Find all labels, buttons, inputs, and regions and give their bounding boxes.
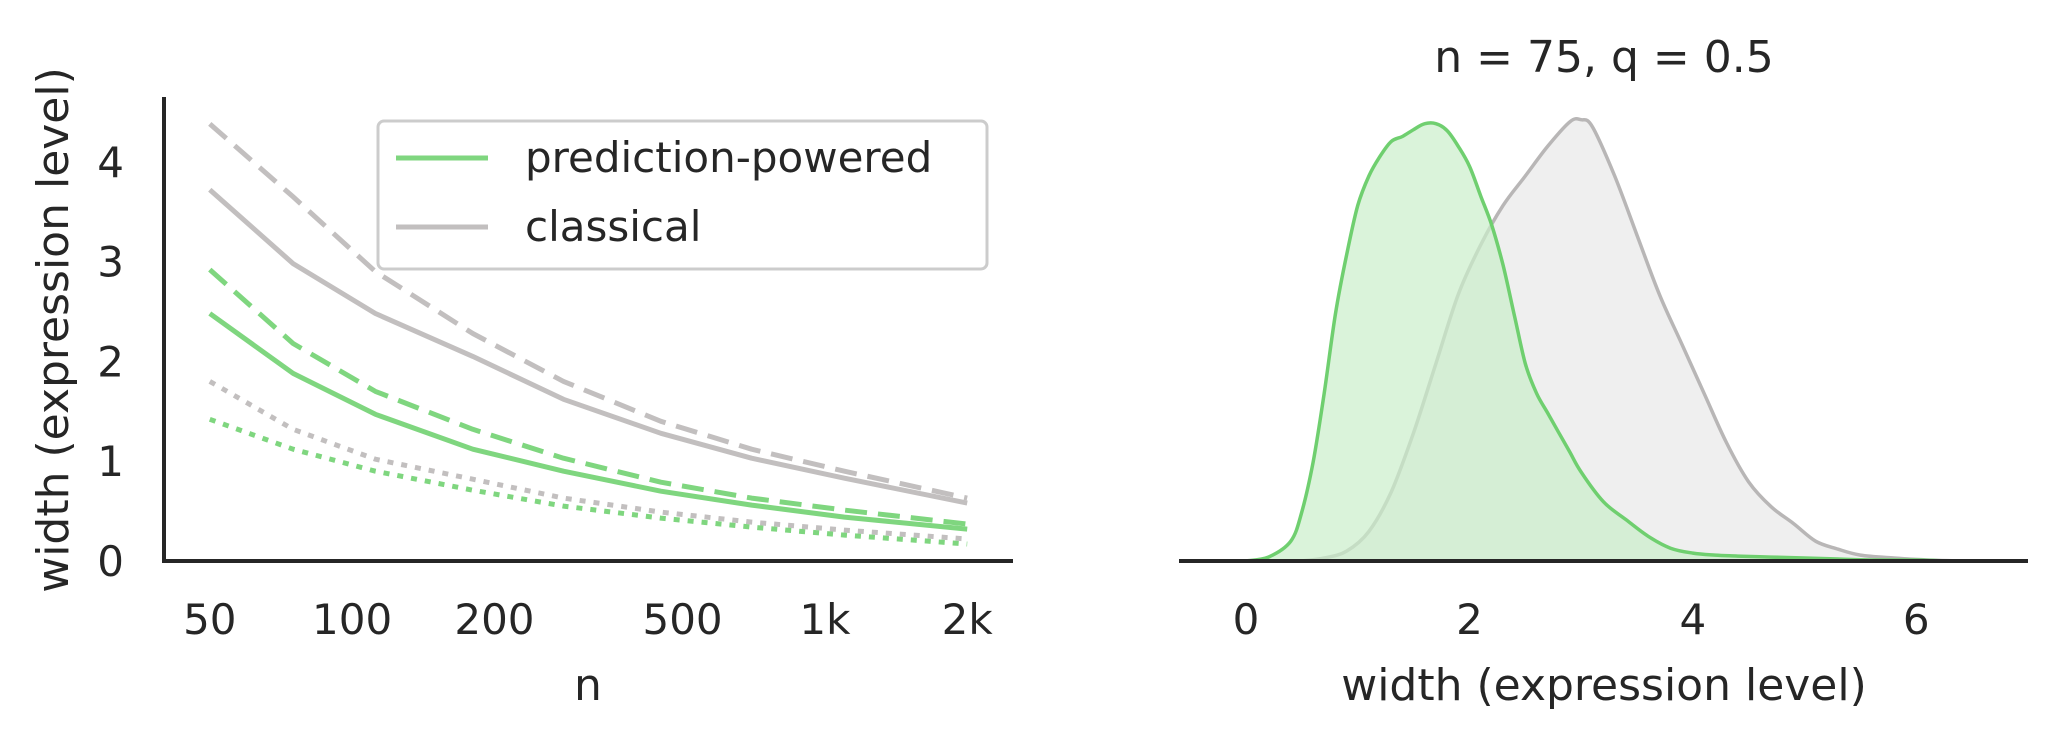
left-y-tick-labels: 0 1 2 3 4 bbox=[97, 138, 124, 586]
legend-label-classical: classical bbox=[525, 202, 701, 251]
left-y-tick-label: 0 bbox=[97, 537, 124, 586]
left-y-tick-label: 1 bbox=[97, 437, 124, 486]
line-classical-dashed bbox=[208, 122, 968, 501]
line-prediction-powered-dashed bbox=[208, 267, 968, 527]
line-classical-solid bbox=[208, 187, 968, 506]
right-x-axis-label: width (expression level) bbox=[1341, 660, 1867, 711]
left-x-tick-label: 100 bbox=[312, 595, 392, 644]
left-panel: 0 1 2 3 4 50 100 200 500 1k 2k n width (expressio… bbox=[28, 67, 1013, 711]
left-x-tick-label: 2k bbox=[942, 595, 994, 644]
line-prediction-powered-dotted bbox=[208, 416, 968, 547]
right-x-tick-label: 2 bbox=[1456, 595, 1483, 644]
left-y-tick-label: 4 bbox=[97, 138, 124, 187]
left-y-tick-label: 2 bbox=[97, 337, 124, 386]
right-density-group bbox=[1245, 116, 1962, 563]
left-x-axis-label: n bbox=[574, 660, 602, 711]
line-prediction-powered-solid bbox=[208, 311, 968, 532]
left-y-tick-label: 3 bbox=[97, 238, 124, 287]
left-x-tick-label: 1k bbox=[799, 595, 851, 644]
legend-box bbox=[376, 119, 989, 271]
line-classical-dotted bbox=[208, 379, 968, 542]
left-x-tick-label: 200 bbox=[454, 595, 534, 644]
density-line-prediction-powered bbox=[1245, 121, 1950, 563]
left-x-tick-label: 500 bbox=[642, 595, 722, 644]
left-series-group bbox=[208, 122, 968, 547]
right-panel: n = 75, q = 0.5 0 2 4 6 width (expression l… bbox=[1179, 32, 2028, 711]
left-x-tick-label: 50 bbox=[183, 595, 236, 644]
legend-label-prediction-powered: prediction-powered bbox=[525, 133, 932, 182]
left-y-axis-label: width (expression level) bbox=[28, 67, 79, 593]
right-x-tick-label: 6 bbox=[1903, 595, 1930, 644]
right-x-tick-labels: 0 2 4 6 bbox=[1233, 595, 1930, 644]
right-x-tick-label: 0 bbox=[1233, 595, 1260, 644]
right-x-tick-label: 4 bbox=[1680, 595, 1707, 644]
legend: prediction-powered classical bbox=[376, 119, 989, 271]
right-title: n = 75, q = 0.5 bbox=[1434, 32, 1773, 83]
density-fill-prediction-powered bbox=[1246, 122, 1950, 562]
left-x-tick-labels: 50 100 200 500 1k 2k bbox=[183, 595, 993, 644]
